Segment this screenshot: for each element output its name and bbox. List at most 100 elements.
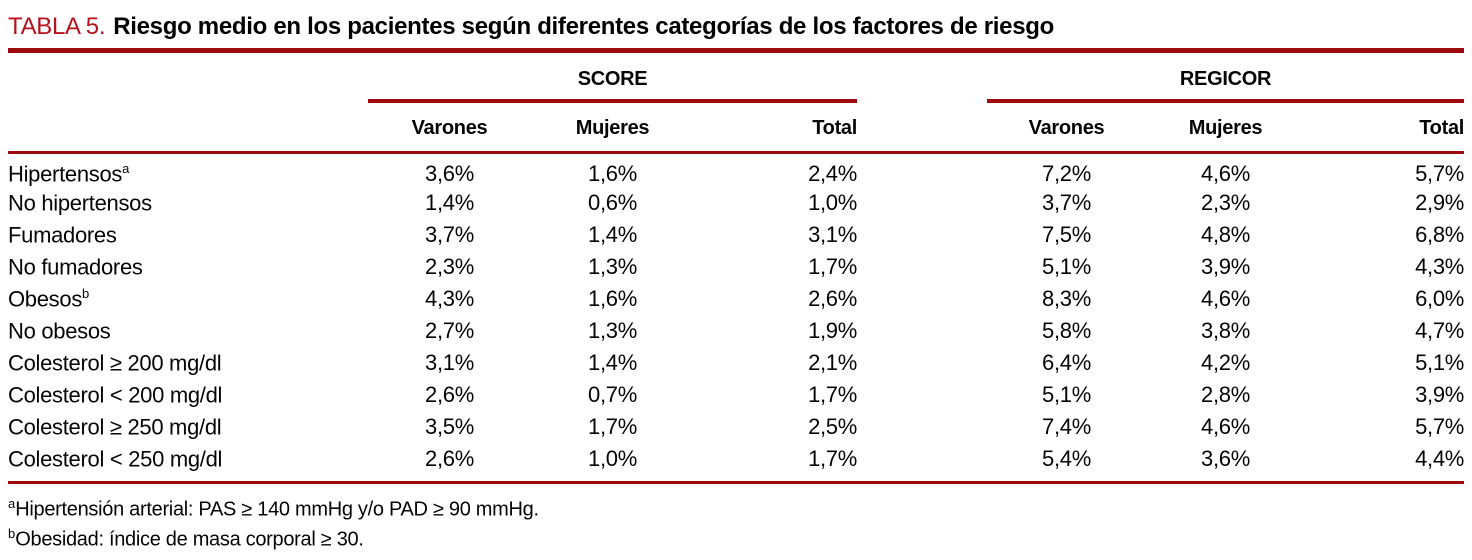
cell: 3,1%: [808, 222, 858, 248]
cell: 0,6%: [588, 190, 637, 216]
row-label: Colesterol ≥ 250 mg/dl: [8, 411, 368, 443]
table-row: No obesos 2,7% 1,3% 1,9% 5,8% 3,8% 4,7%: [8, 315, 1464, 347]
cell: 4,7%: [1415, 318, 1465, 344]
risk-table: SCORE REGICOR Varones Mujeres Total Varo…: [8, 53, 1464, 475]
empty-cell: [8, 101, 368, 154]
row-label-text: Obesos: [8, 286, 83, 312]
table-number: TABLA 5.: [8, 13, 106, 40]
cell: 0,7%: [588, 382, 637, 408]
row-label: Colesterol < 200 mg/dl: [8, 379, 368, 411]
cell: 1,0%: [808, 190, 858, 216]
row-label-sup: a: [122, 161, 130, 176]
row-label-text: Hipertensos: [8, 161, 123, 187]
cell: 2,4%: [808, 161, 858, 187]
cell: 4,3%: [1415, 254, 1465, 280]
cell: 4,6%: [1201, 414, 1250, 440]
footnote-a: aHipertensión arterial: PAS ≥ 140 mmHg y…: [8, 492, 1464, 522]
cell: 5,4%: [1042, 446, 1091, 472]
row-label-text: Colesterol < 250 mg/dl: [8, 446, 223, 472]
cell: 2,7%: [425, 318, 474, 344]
empty-cell: [857, 251, 987, 283]
table-row: No fumadores 2,3% 1,3% 1,7% 5,1% 3,9% 4,…: [8, 251, 1464, 283]
column-header-row: Varones Mujeres Total Varones Mujeres To…: [8, 101, 1464, 154]
cell: 2,1%: [808, 350, 858, 376]
empty-cell: [857, 443, 987, 475]
col-header-score-varones: Varones: [368, 101, 531, 154]
cell: 1,7%: [808, 446, 858, 472]
row-label-text: Colesterol < 200 mg/dl: [8, 382, 223, 408]
row-label-text: No hipertensos: [8, 190, 152, 216]
cell: 1,4%: [588, 222, 637, 248]
table-bottom-rule: [8, 481, 1464, 485]
footnote-b-sup: b: [8, 525, 16, 541]
table-caption: Riesgo medio en los pacientes según dife…: [113, 13, 1054, 40]
cell: 7,4%: [1042, 414, 1091, 440]
empty-cell: [857, 53, 987, 101]
row-label: No fumadores: [8, 251, 368, 283]
cell: 5,7%: [1415, 161, 1465, 187]
col-header-regicor-total: Total: [1305, 101, 1464, 154]
cell: 3,9%: [1201, 254, 1250, 280]
cell: 2,8%: [1201, 382, 1250, 408]
cell: 5,8%: [1042, 318, 1091, 344]
table-row: Obesosb 4,3% 1,6% 2,6% 8,3% 4,6% 6,0%: [8, 283, 1464, 315]
cell: 1,3%: [588, 254, 637, 280]
table-row: Fumadores 3,7% 1,4% 3,1% 7,5% 4,8% 6,8%: [8, 219, 1464, 251]
table-row: Colesterol < 200 mg/dl 2,6% 0,7% 1,7% 5,…: [8, 379, 1464, 411]
cell: 4,2%: [1201, 350, 1250, 376]
row-label-text: Fumadores: [8, 222, 117, 248]
cell: 3,7%: [1042, 190, 1091, 216]
table-row: Colesterol ≥ 200 mg/dl 3,1% 1,4% 2,1% 6,…: [8, 347, 1464, 379]
cell: 1,0%: [588, 446, 637, 472]
empty-cell: [857, 283, 987, 315]
empty-cell: [857, 187, 987, 219]
footnotes: aHipertensión arterial: PAS ≥ 140 mmHg y…: [8, 492, 1464, 551]
cell: 2,3%: [1201, 190, 1250, 216]
empty-cell: [857, 347, 987, 379]
cell: 6,8%: [1415, 222, 1465, 248]
cell: 4,6%: [1201, 161, 1250, 187]
score-group-header: SCORE: [368, 53, 858, 103]
cell: 3,1%: [425, 350, 474, 376]
cell: 3,7%: [425, 222, 474, 248]
cell: 2,5%: [808, 414, 858, 440]
cell: 2,6%: [425, 382, 474, 408]
row-label-sup: b: [82, 286, 90, 302]
row-label: Colesterol ≥ 200 mg/dl: [8, 347, 368, 379]
empty-cell: [857, 315, 987, 347]
cell: 2,6%: [425, 446, 474, 472]
cell: 2,3%: [425, 254, 474, 280]
table-title: TABLA 5. Riesgo medio en los pacientes se…: [8, 13, 1464, 41]
cell: 1,3%: [588, 318, 637, 344]
empty-cell: [857, 101, 988, 154]
footnote-b-text: Obesidad: índice de masa corporal ≥ 30.: [15, 528, 364, 551]
cell: 6,4%: [1042, 350, 1091, 376]
table-row: Colesterol < 250 mg/dl 2,6% 1,0% 1,7% 5,…: [8, 443, 1464, 475]
cell: 2,9%: [1415, 190, 1465, 216]
row-label: No obesos: [8, 315, 368, 347]
row-label: Hipertensosa: [8, 153, 368, 188]
cell: 1,6%: [588, 286, 637, 312]
cell: 8,3%: [1042, 286, 1091, 312]
cell: 5,1%: [1042, 254, 1091, 280]
row-label-text: Colesterol ≥ 200 mg/dl: [8, 350, 222, 376]
cell: 1,7%: [808, 382, 858, 408]
empty-cell: [8, 53, 368, 101]
table-row: No hipertensos 1,4% 0,6% 1,0% 3,7% 2,3% …: [8, 187, 1464, 219]
empty-cell: [857, 219, 987, 251]
col-header-score-total: Total: [694, 101, 857, 154]
row-label: No hipertensos: [8, 187, 368, 219]
row-label-text: No fumadores: [8, 254, 143, 280]
table-row: Colesterol ≥ 250 mg/dl 3,5% 1,7% 2,5% 7,…: [8, 411, 1464, 443]
group-header-row: SCORE REGICOR: [8, 53, 1465, 103]
footnote-b: bObesidad: índice de masa corporal ≥ 30.: [8, 522, 1464, 552]
table-row: Hipertensosa 3,6% 1,6% 2,4% 7,2% 4,6% 5,…: [8, 153, 1464, 188]
cell: 4,4%: [1415, 446, 1465, 472]
cell: 1,4%: [425, 190, 474, 216]
cell: 5,7%: [1415, 414, 1465, 440]
cell: 3,6%: [1201, 446, 1250, 472]
cell: 1,9%: [808, 318, 858, 344]
row-label-text: No obesos: [8, 318, 111, 344]
row-label-text: Colesterol ≥ 250 mg/dl: [8, 414, 222, 440]
